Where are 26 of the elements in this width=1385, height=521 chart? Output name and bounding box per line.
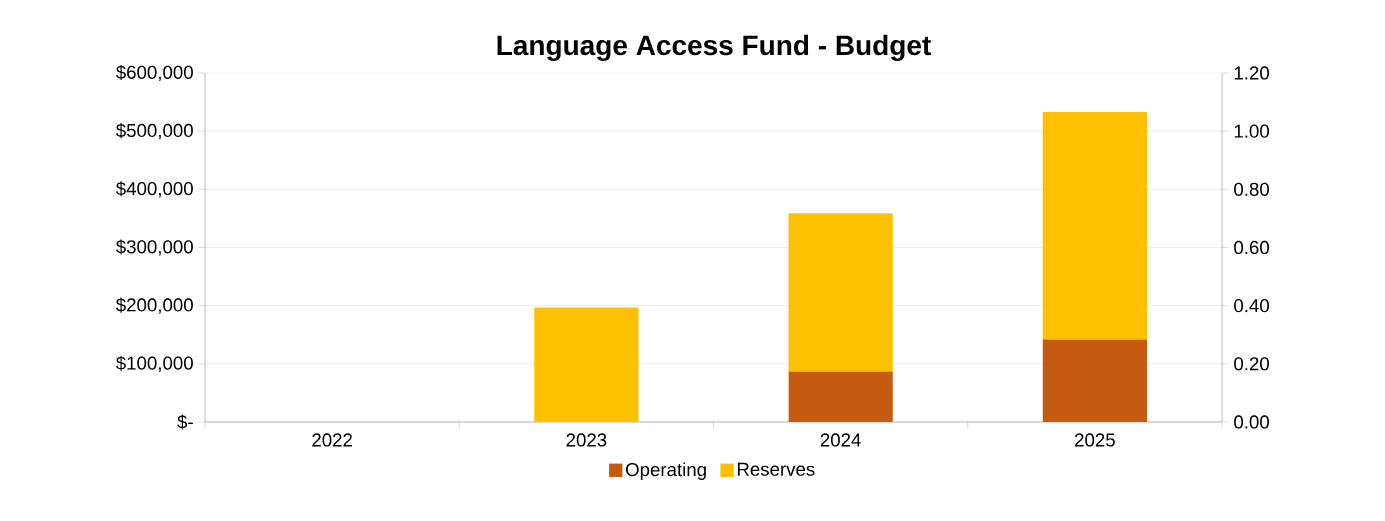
y-tick-label: $200,000 — [115, 297, 193, 314]
bar — [788, 371, 893, 422]
x-tick-label: 2025 — [1075, 433, 1115, 447]
y-tick-label: $- — [177, 414, 193, 430]
y2-tick-label: 0.00 — [1234, 415, 1269, 429]
legend-label: Operating — [625, 462, 706, 480]
y-tick-label: $500,000 — [115, 123, 193, 140]
y2-tick-label: 0.60 — [1234, 240, 1269, 255]
y-tick-label: $300,000 — [115, 239, 193, 256]
x-tick-label: 2024 — [820, 433, 861, 447]
y-tick-label: $600,000 — [115, 64, 193, 82]
chart-title: Language Access Fund - Budget — [497, 34, 931, 61]
y-tick-label: $100,000 — [115, 355, 193, 372]
legend-label: Reserves — [737, 462, 815, 476]
bar — [1042, 111, 1147, 340]
bar — [1042, 339, 1147, 422]
bar — [534, 307, 639, 422]
y2-tick-label: 1.00 — [1234, 124, 1269, 138]
y2-tick-label: 0.40 — [1234, 299, 1269, 313]
x-tick-label: 2023 — [566, 433, 607, 447]
bar — [788, 213, 893, 372]
x-tick-label: 2022 — [312, 433, 352, 447]
y-tick-label: $400,000 — [115, 181, 193, 198]
y2-tick-label: 0.20 — [1234, 357, 1269, 371]
y2-tick-label: 0.80 — [1234, 182, 1269, 196]
y2-tick-label: 1.20 — [1234, 66, 1269, 80]
